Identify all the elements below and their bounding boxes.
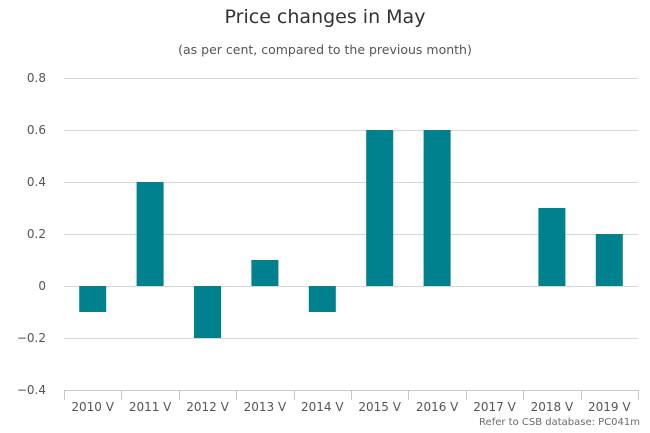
chart-subtitle: (as per cent, compared to the previous m… — [178, 42, 472, 57]
bar[interactable] — [366, 130, 394, 286]
y-tick-label: −0.4 — [17, 383, 46, 397]
x-tick-label: 2013 V — [244, 400, 287, 414]
x-tick-label: 2016 V — [416, 400, 459, 414]
chart-title: Price changes in May — [224, 6, 426, 28]
x-tick-label: 2010 V — [71, 400, 114, 414]
x-tick-label: 2012 V — [186, 400, 229, 414]
x-tick-label: 2015 V — [358, 400, 401, 414]
bar[interactable] — [308, 286, 336, 312]
bar[interactable] — [538, 208, 566, 286]
y-tick-label: 0 — [38, 279, 46, 293]
bars — [79, 130, 623, 338]
y-tick-label: 0.6 — [27, 123, 46, 137]
y-tick-label: 0.2 — [27, 227, 46, 241]
bar[interactable] — [423, 130, 451, 286]
y-tick-label: −0.2 — [17, 331, 46, 345]
y-tick-label: 0.8 — [27, 71, 46, 85]
x-tick-label: 2018 V — [531, 400, 574, 414]
bar[interactable] — [136, 182, 164, 286]
bar[interactable] — [251, 260, 279, 286]
y-tick-label: 0.4 — [27, 175, 46, 189]
bar[interactable] — [79, 286, 107, 312]
x-tick-label: 2011 V — [129, 400, 172, 414]
x-tick-label: 2019 V — [588, 400, 631, 414]
x-axis — [64, 390, 639, 400]
credits-note[interactable]: Refer to CSB database: PC041m — [479, 417, 640, 428]
x-axis-tick-labels: 2010 V 2011 V 2012 V 2013 V 2014 V 2015 V 2016… — [71, 400, 631, 414]
y-axis-tick-labels: 0.8 0.6 0.4 0.2 0 −0.2 −0.4 — [17, 71, 46, 397]
x-tick-label: 2014 V — [301, 400, 344, 414]
x-tick-label: 2017 V — [473, 400, 516, 414]
bar[interactable] — [194, 286, 221, 338]
bar[interactable] — [595, 234, 623, 286]
